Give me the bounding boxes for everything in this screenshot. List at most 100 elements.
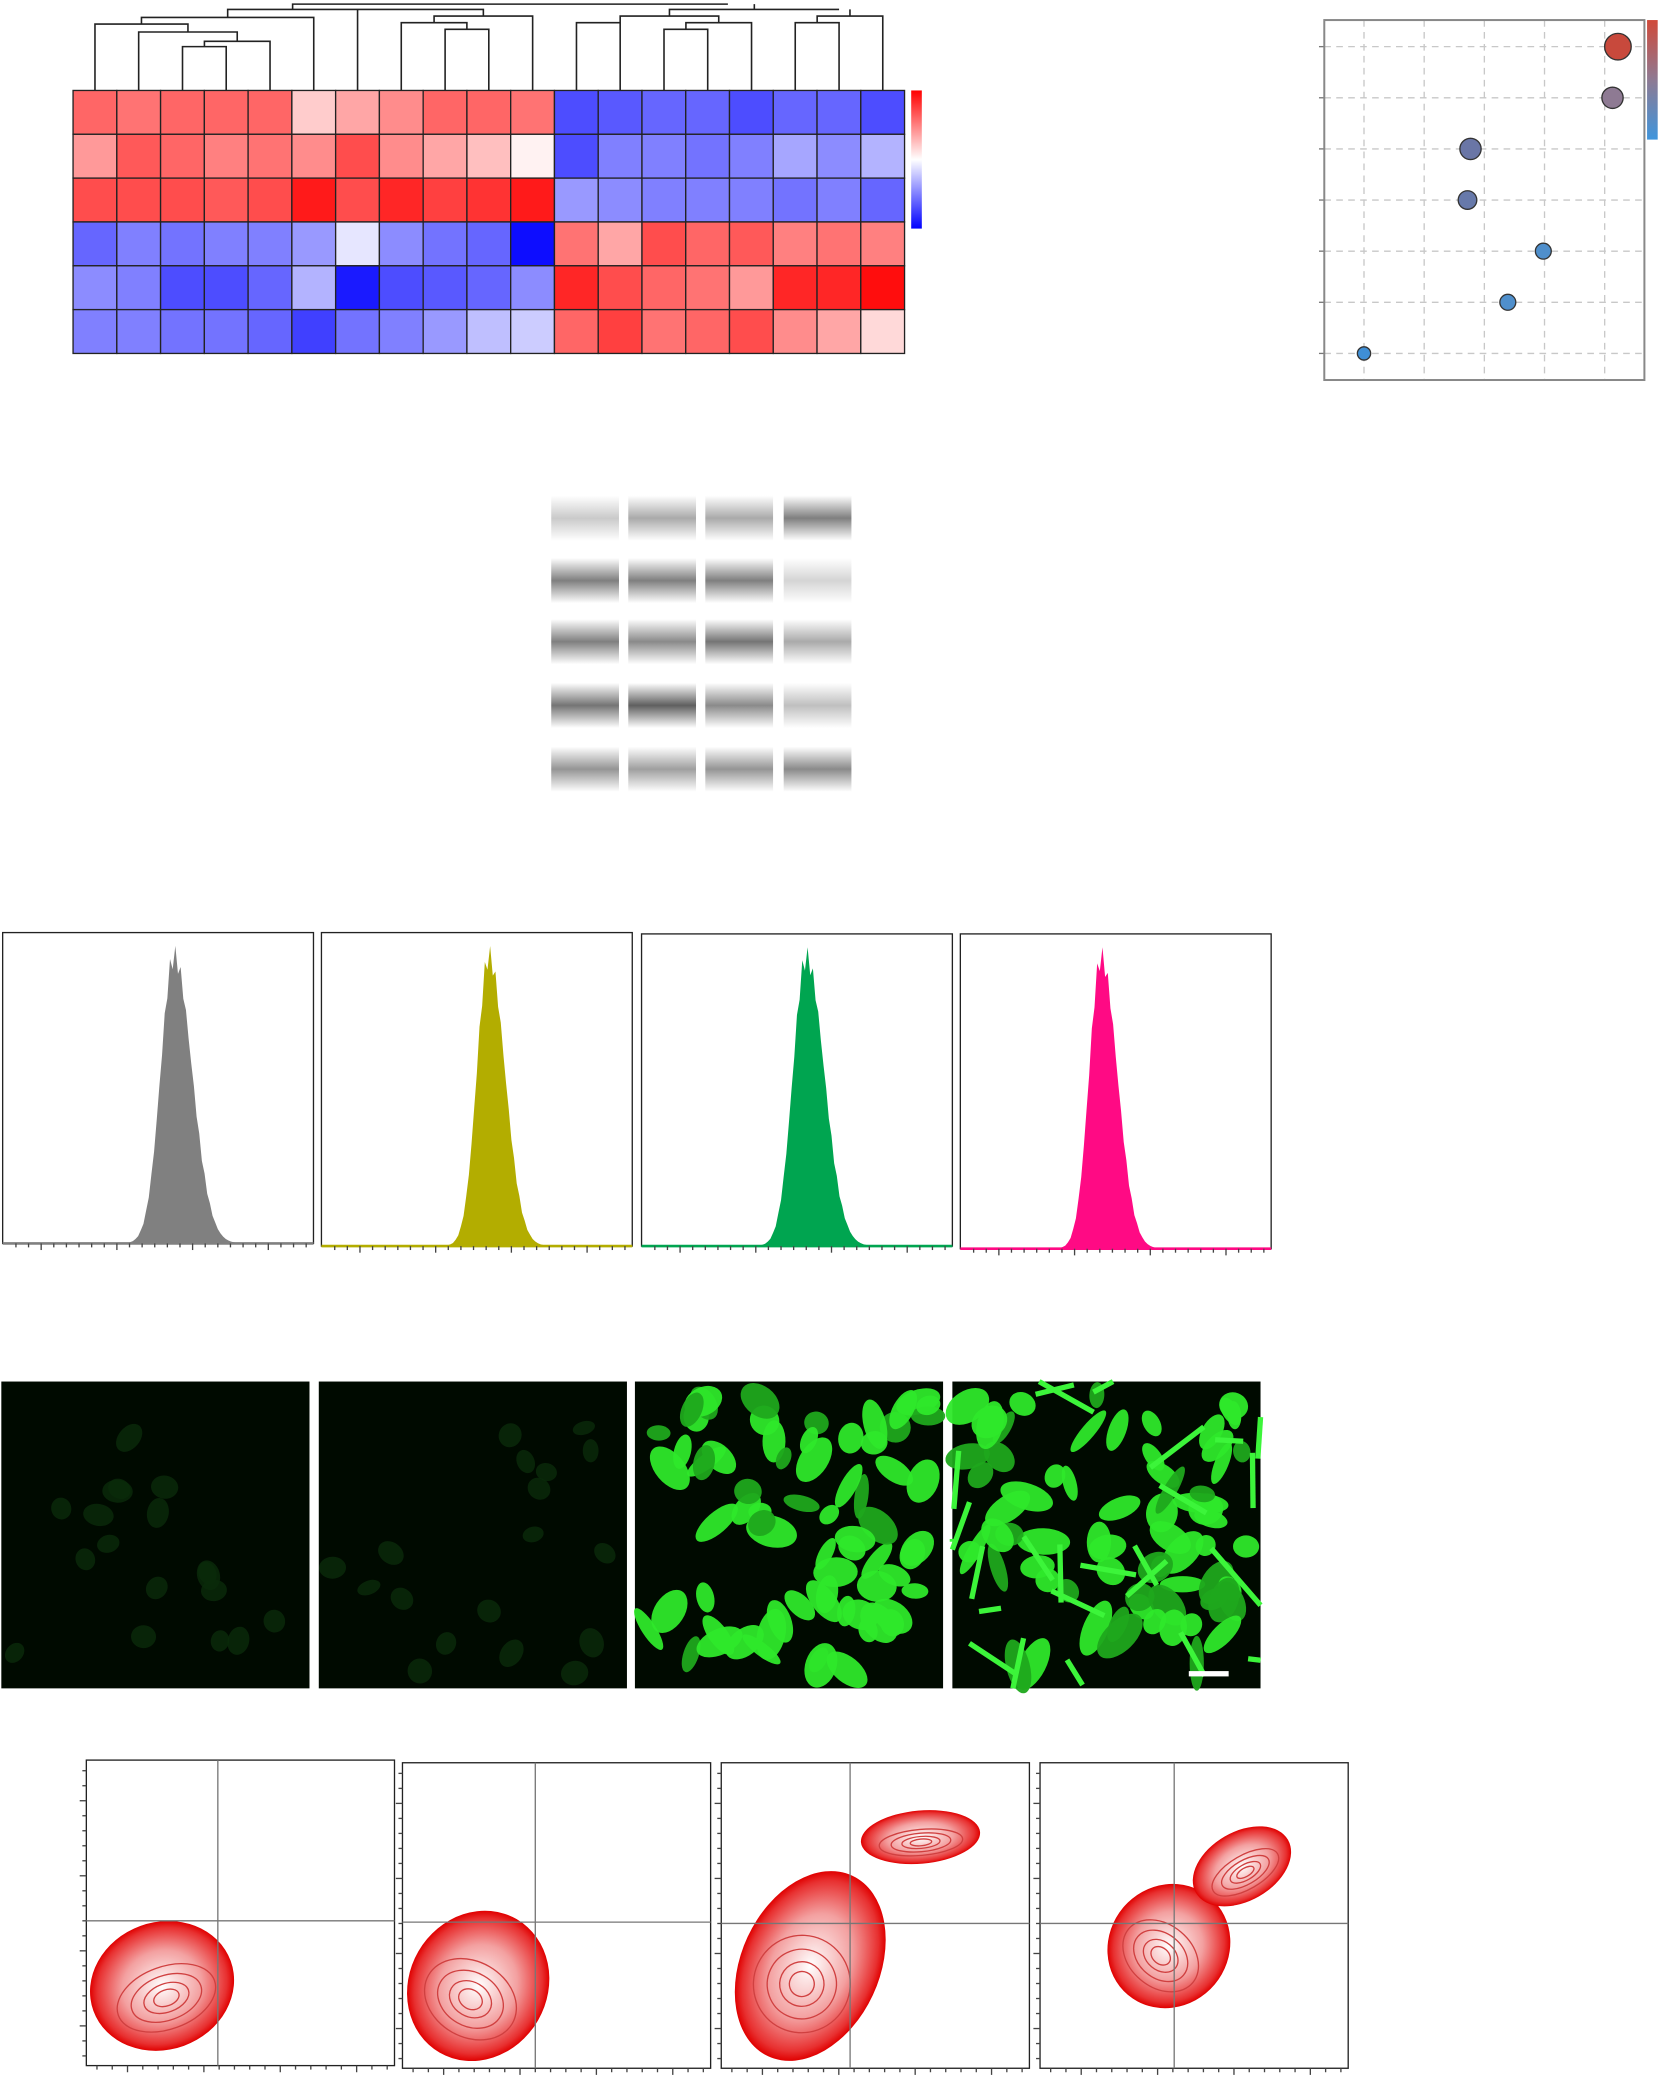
heatmap-cell bbox=[597, 89, 643, 135]
heatmap-cell bbox=[422, 221, 468, 267]
cell bbox=[572, 1420, 596, 1436]
blot-band bbox=[628, 495, 697, 541]
contour-line bbox=[1236, 1865, 1255, 1880]
heatmap-cell bbox=[247, 308, 293, 355]
histogram-peak bbox=[1041, 947, 1175, 1249]
cell-process bbox=[1214, 1437, 1244, 1444]
bubble bbox=[1459, 137, 1482, 161]
cell bbox=[435, 1632, 457, 1655]
heatmap-cell bbox=[203, 308, 249, 355]
heatmap-cell bbox=[685, 265, 731, 311]
heatmap-cell bbox=[641, 221, 687, 267]
heatmap-cell bbox=[816, 177, 862, 223]
cell bbox=[858, 1618, 878, 1643]
heatmap-cell bbox=[772, 177, 818, 223]
histogram-peak bbox=[114, 945, 248, 1244]
cell bbox=[477, 1599, 501, 1623]
cell bbox=[579, 1628, 604, 1658]
cell bbox=[227, 1626, 250, 1655]
cell bbox=[51, 1497, 72, 1520]
contour-line bbox=[1220, 1854, 1270, 1890]
blot-band bbox=[705, 746, 774, 792]
heatmap-cell bbox=[685, 89, 731, 135]
cell bbox=[695, 1503, 738, 1542]
heatmap-cell bbox=[72, 221, 118, 267]
cell bbox=[516, 1449, 536, 1474]
cell bbox=[766, 1600, 794, 1643]
heatmap-cell bbox=[159, 308, 206, 355]
heatmap-cell bbox=[159, 89, 206, 135]
contour-plots bbox=[79, 1759, 1349, 2075]
blot-band bbox=[783, 746, 852, 792]
bubble bbox=[1603, 32, 1632, 61]
cell bbox=[679, 1392, 704, 1427]
cell bbox=[734, 1478, 762, 1505]
cell bbox=[889, 1390, 918, 1430]
heatmap-cell bbox=[553, 133, 599, 179]
cell bbox=[1000, 1481, 1053, 1512]
cell bbox=[1146, 1493, 1178, 1533]
cell bbox=[916, 1395, 941, 1416]
heatmap-cell bbox=[510, 133, 556, 179]
cell-process bbox=[1050, 1588, 1106, 1619]
heatmap-cell bbox=[466, 89, 512, 135]
micrograph bbox=[1, 1381, 310, 1689]
cell bbox=[1172, 1492, 1229, 1514]
cell bbox=[594, 1542, 616, 1564]
cell bbox=[784, 1590, 816, 1621]
heatmap-cell bbox=[466, 308, 512, 355]
cell bbox=[692, 1445, 716, 1481]
cell-process bbox=[1079, 1562, 1137, 1578]
cell bbox=[901, 1583, 929, 1599]
heatmap-cell bbox=[159, 133, 206, 179]
cell bbox=[826, 1651, 868, 1688]
blot-band bbox=[551, 619, 619, 665]
cell bbox=[527, 1477, 551, 1500]
heatmap-cell bbox=[816, 308, 862, 355]
heatmap-cell bbox=[685, 308, 731, 355]
cell bbox=[696, 1626, 743, 1658]
cell bbox=[775, 1447, 792, 1470]
cell-process bbox=[1124, 1558, 1169, 1599]
heatmap-cell bbox=[378, 221, 424, 267]
heatmap-cell bbox=[816, 265, 862, 311]
heatmap-cell bbox=[116, 308, 162, 355]
heatmap-cell bbox=[334, 308, 381, 355]
cell bbox=[748, 1510, 776, 1537]
blot-band bbox=[551, 558, 619, 604]
cell bbox=[860, 1431, 888, 1455]
cell bbox=[535, 1462, 557, 1482]
contour-line bbox=[901, 1835, 941, 1850]
heatmap-cell bbox=[291, 308, 337, 355]
heatmap-cell bbox=[334, 177, 381, 223]
heatmap-cell bbox=[816, 133, 862, 179]
heatmap-cell bbox=[466, 265, 512, 311]
heatmap-cell bbox=[816, 89, 862, 135]
heatmap-cell bbox=[422, 177, 468, 223]
western-blot bbox=[551, 495, 852, 792]
heatmap-cell bbox=[510, 177, 556, 223]
histogram-peak bbox=[746, 947, 880, 1247]
cell bbox=[4, 1642, 25, 1663]
heatmap-cell bbox=[334, 221, 381, 267]
cell-process bbox=[1092, 1379, 1115, 1395]
cell-process bbox=[949, 1501, 972, 1551]
contour-blob bbox=[1192, 1826, 1292, 1907]
histogram-peak bbox=[429, 946, 562, 1247]
bubble-plot bbox=[1318, 19, 1646, 382]
heatmap-cell bbox=[772, 265, 818, 311]
cell bbox=[378, 1541, 404, 1565]
cell bbox=[673, 1434, 692, 1469]
cell bbox=[967, 1462, 994, 1489]
cell-process bbox=[1037, 1379, 1095, 1415]
heatmap-cell bbox=[378, 177, 424, 223]
heatmap-cell bbox=[597, 177, 643, 223]
contour-line bbox=[752, 1934, 851, 2034]
cell bbox=[799, 1426, 819, 1454]
cell bbox=[861, 1542, 893, 1579]
heatmap-cell bbox=[553, 89, 599, 135]
cell bbox=[210, 1630, 230, 1652]
heatmap-cell bbox=[116, 177, 162, 223]
cell bbox=[987, 1543, 1009, 1592]
heatmap-cell bbox=[597, 265, 643, 311]
